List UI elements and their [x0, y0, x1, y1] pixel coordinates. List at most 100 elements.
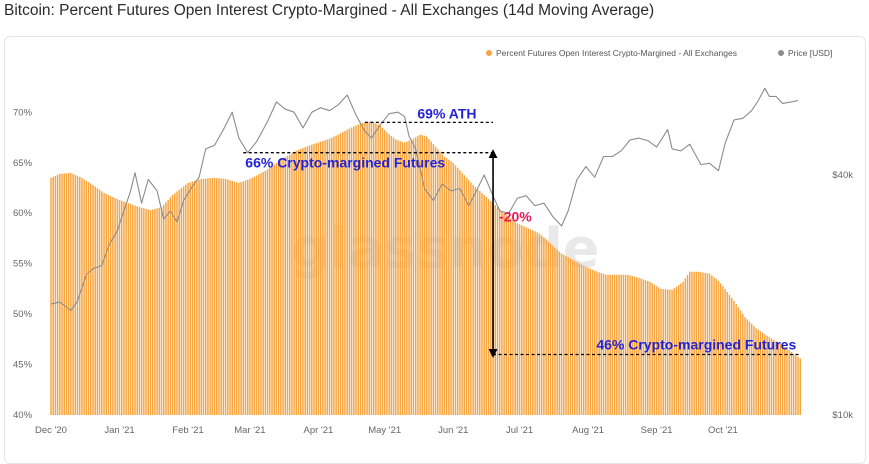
level-66-label: 66% Crypto-margined Futures [245, 155, 445, 171]
y-axis-left: 40% 45% 50% 55% 60% 65% 70% [13, 107, 33, 421]
bar [185, 184, 187, 415]
bar [165, 202, 167, 415]
bar [598, 272, 600, 415]
bar [432, 144, 435, 415]
bar [662, 289, 664, 415]
bar [196, 180, 198, 415]
bar [731, 297, 733, 415]
bar [300, 148, 302, 416]
bar [618, 274, 620, 415]
bar [251, 177, 253, 415]
bar [481, 193, 483, 415]
bar [467, 180, 470, 415]
bar [189, 182, 191, 415]
bar [154, 208, 156, 415]
bar [512, 220, 514, 415]
bar [797, 356, 799, 415]
bar [61, 173, 63, 415]
bar [540, 235, 543, 415]
bar [600, 273, 603, 415]
bar [98, 189, 101, 415]
bar [733, 300, 735, 415]
bar [624, 274, 627, 415]
bar [611, 274, 614, 415]
bar [706, 273, 709, 415]
bar [105, 194, 107, 415]
bar [620, 274, 622, 415]
bar [660, 288, 662, 415]
bar [653, 284, 656, 415]
bar [216, 178, 218, 415]
bar [335, 135, 337, 415]
bar [719, 283, 722, 415]
bar [346, 129, 348, 416]
bar [109, 196, 112, 415]
bar [635, 277, 638, 415]
bar [112, 197, 114, 415]
bar [204, 178, 207, 415]
bar [359, 123, 362, 415]
bar [532, 230, 534, 415]
bar [496, 207, 499, 415]
bar [547, 241, 550, 415]
bar [560, 253, 563, 415]
bar [233, 181, 236, 415]
bar [784, 347, 786, 415]
bar [750, 323, 753, 415]
bar [582, 265, 585, 415]
chart-panel: glassnode 40%45%50%55%60%65%70% $10k$40k… [4, 36, 866, 464]
bar [410, 139, 413, 415]
bar [348, 128, 351, 415]
bar [253, 176, 256, 415]
bar [324, 140, 326, 415]
bar [191, 181, 194, 415]
bar [101, 191, 103, 415]
bar [167, 199, 169, 415]
bar [658, 287, 660, 415]
bar [523, 226, 525, 415]
bar [96, 188, 99, 415]
bar [366, 122, 368, 415]
bar [222, 178, 225, 415]
bar [361, 123, 364, 415]
bar [649, 281, 651, 415]
bar [770, 338, 773, 415]
bar [178, 189, 180, 415]
bar [240, 182, 242, 415]
bar [211, 178, 214, 415]
bar [207, 178, 209, 415]
bar [116, 199, 119, 415]
bar [711, 275, 713, 415]
bar [401, 141, 404, 415]
bar [576, 262, 578, 415]
bar [700, 272, 702, 415]
bar [209, 178, 211, 415]
bar [238, 182, 240, 415]
bar [428, 139, 430, 416]
bar [284, 157, 287, 415]
page-title: Bitcoin: Percent Futures Open Interest C… [4, 2, 655, 19]
bar [286, 155, 289, 415]
bar [439, 151, 441, 415]
bar [485, 197, 488, 415]
bar [244, 180, 247, 415]
bar [129, 203, 132, 415]
bar [768, 337, 771, 415]
bar [445, 158, 448, 415]
bar [169, 197, 172, 415]
bar [507, 216, 510, 415]
bar [472, 184, 474, 415]
bar [74, 174, 77, 415]
bar [518, 224, 521, 415]
bar [516, 223, 519, 415]
bar [633, 276, 636, 415]
bar [545, 239, 547, 415]
bar [262, 171, 264, 415]
bar [744, 317, 746, 415]
x-tick-label: Mar '21 [234, 425, 265, 436]
bar [538, 233, 541, 415]
bar [273, 164, 275, 415]
bar [724, 289, 726, 415]
bar [622, 274, 625, 415]
bar [70, 172, 72, 415]
